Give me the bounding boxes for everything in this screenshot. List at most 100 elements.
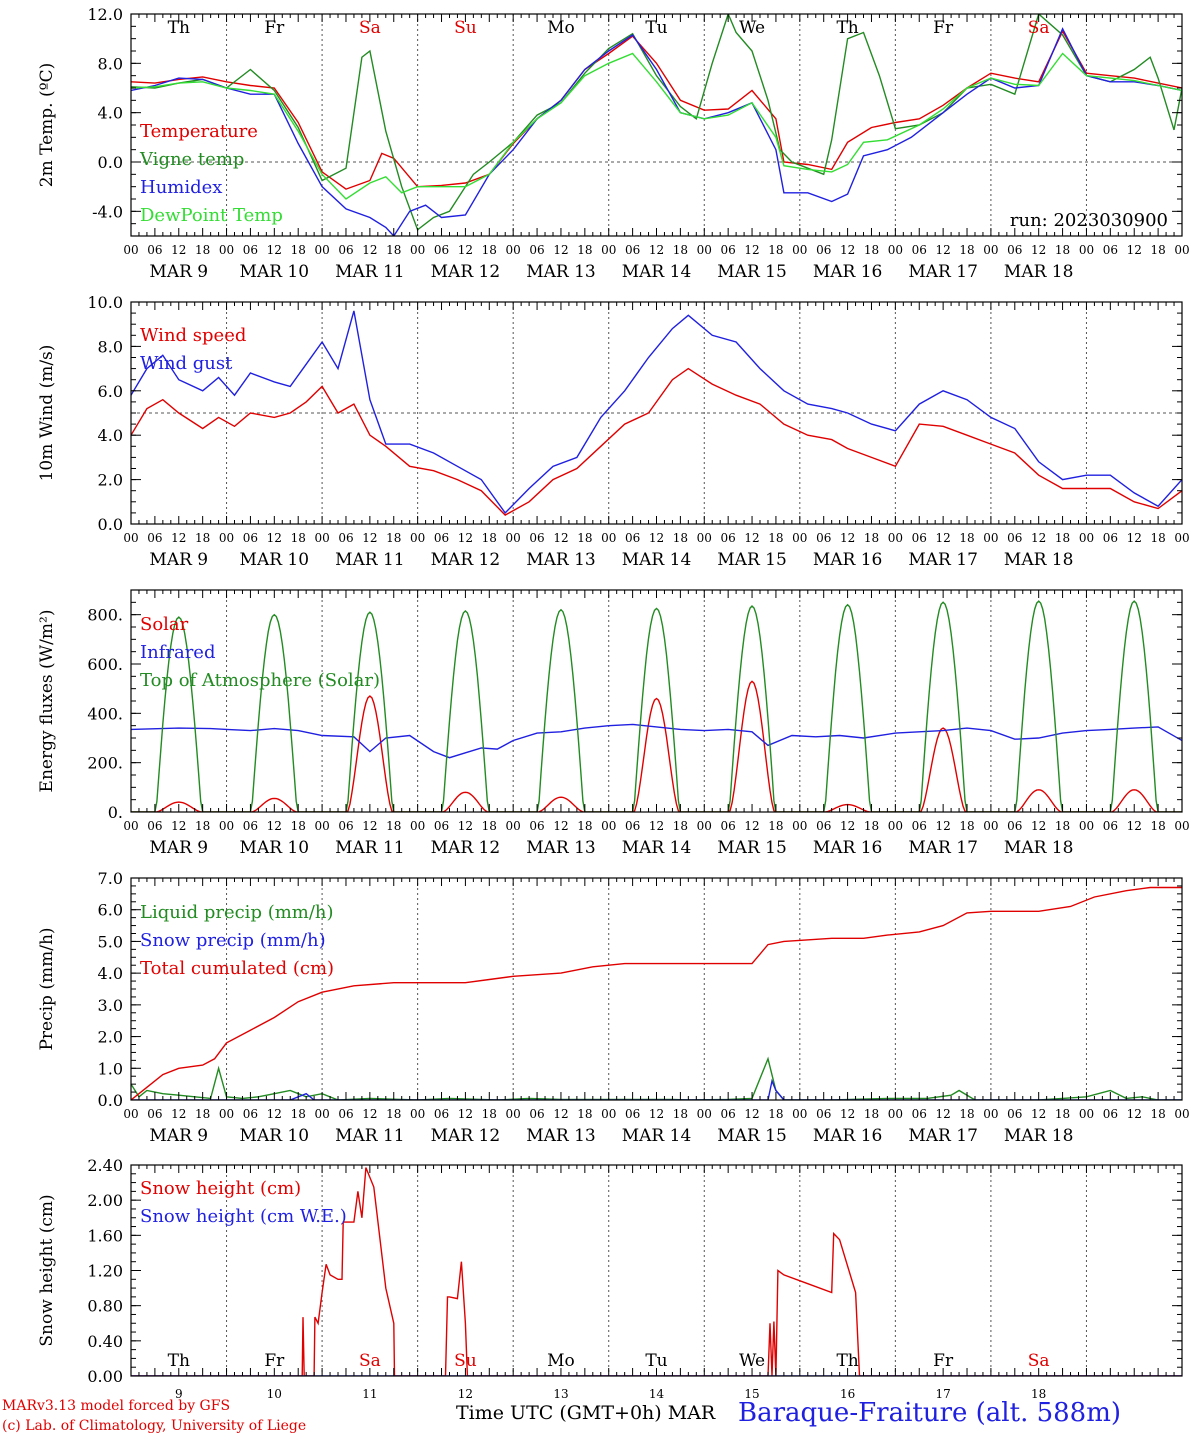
hour-tick-label: 06 [721, 819, 736, 833]
hour-tick-label: 12 [362, 243, 377, 257]
y-tick-label: 0.0 [98, 1091, 123, 1110]
hour-tick-label: 00 [314, 243, 329, 257]
weekday-label-top: Mo [547, 18, 575, 38]
hour-tick-label: 00 [601, 243, 616, 257]
day-number-label: 16 [840, 1387, 855, 1401]
hour-tick-label: 06 [1103, 531, 1118, 545]
hour-tick-label: 00 [1079, 1107, 1094, 1121]
date-label: MAR 18 [1004, 550, 1074, 570]
hour-tick-label: 00 [888, 243, 903, 257]
hour-tick-label: 18 [482, 1107, 497, 1121]
hour-tick-label: 12 [1031, 243, 1046, 257]
month-label: MAR [667, 1402, 716, 1424]
hour-tick-label: 12 [458, 1107, 473, 1121]
x-axis-title: Time UTC (GMT+0h) MAR [456, 1402, 715, 1424]
credit-line-lab: (c) Lab. of Climatology, University of L… [2, 1418, 307, 1434]
hour-tick-label: 18 [959, 819, 974, 833]
hour-tick-label: 00 [983, 1107, 998, 1121]
hour-tick-label: 12 [267, 819, 282, 833]
hour-tick-label: 06 [816, 243, 831, 257]
hour-tick-label: 06 [721, 1107, 736, 1121]
run-label: run: 2023030900 [1010, 210, 1168, 231]
legend-entry-2: Snow precip (mm/h) [140, 930, 326, 951]
hour-tick-label: 06 [529, 1107, 544, 1121]
y-tick-label: 2.40 [87, 1156, 123, 1175]
hour-tick-label: 00 [792, 243, 807, 257]
y-tick-label: 2.0 [98, 471, 123, 490]
hour-tick-label: 00 [123, 819, 138, 833]
date-label: MAR 12 [431, 838, 501, 858]
hour-tick-label: 06 [625, 531, 640, 545]
hour-tick-label: 12 [1031, 1107, 1046, 1121]
day-number-label: 15 [744, 1387, 759, 1401]
y-tick-label: -4.0 [92, 202, 123, 221]
date-label: MAR 9 [149, 1126, 208, 1146]
hour-tick-label: 18 [673, 819, 688, 833]
hour-tick-label: 06 [338, 819, 353, 833]
day-number-label: 17 [935, 1387, 950, 1401]
legend-entry-2: Snow height (cm W.E.) [140, 1206, 347, 1227]
day-number-label: 14 [649, 1387, 665, 1401]
y-tick-label: 6.0 [98, 901, 123, 920]
hour-tick-label: 00 [506, 243, 521, 257]
hour-tick-label: 18 [864, 243, 879, 257]
series-line-2 [131, 14, 1182, 231]
date-label: MAR 13 [526, 838, 596, 858]
y-tick-label: 8.0 [98, 337, 123, 356]
hour-tick-label: 18 [291, 243, 306, 257]
hour-tick-label: 12 [744, 819, 759, 833]
hour-tick-label: 00 [410, 531, 425, 545]
y-tick-label: 200. [87, 754, 123, 773]
hour-tick-label: 06 [338, 243, 353, 257]
y-tick-label: 1.0 [98, 1059, 123, 1078]
series-line-2 [131, 723, 1182, 759]
hour-tick-label: 12 [458, 243, 473, 257]
chart-panel-4: 0.0 1.0 2.0 3.0 4.0 5.0 6.0 7.0 Precip (mm/h) 00 0… [37, 869, 1190, 1146]
hour-tick-label: 06 [721, 243, 736, 257]
y-tick-label: 8.0 [98, 54, 123, 73]
legend-entry-4: DewPoint Temp [140, 205, 283, 226]
y-tick-label: 0.00 [87, 1367, 123, 1386]
hour-tick-label: 18 [482, 243, 497, 257]
station-location: Baraque-Fraiture (alt. 588m) [738, 1398, 1122, 1428]
y-tick-label: 0.0 [98, 515, 123, 534]
hour-tick-label: 12 [553, 819, 568, 833]
hour-tick-label: 18 [195, 819, 210, 833]
date-label: MAR 12 [431, 550, 501, 570]
hour-tick-label: 00 [1174, 1107, 1189, 1121]
hour-tick-label: 00 [1079, 531, 1094, 545]
weekday-label-bottom: Su [454, 1351, 477, 1371]
date-label: MAR 15 [717, 1126, 787, 1146]
hour-tick-label: 12 [935, 819, 950, 833]
hour-tick-label: 06 [434, 531, 449, 545]
hour-tick-label: 18 [482, 531, 497, 545]
hour-tick-label: 12 [1031, 531, 1046, 545]
date-label: MAR 13 [526, 550, 596, 570]
hour-tick-label: 12 [553, 243, 568, 257]
y-axis-label: Energy fluxes (W/m²) [37, 610, 57, 793]
hour-tick-label: 00 [314, 1107, 329, 1121]
hour-tick-label: 06 [434, 243, 449, 257]
hour-tick-label: 12 [840, 819, 855, 833]
y-tick-label: 400. [87, 704, 123, 723]
hour-tick-label: 06 [912, 531, 927, 545]
hour-tick-label: 00 [410, 819, 425, 833]
hour-tick-label: 00 [314, 531, 329, 545]
series-line-1 [131, 680, 1182, 812]
hour-tick-label: 06 [1007, 243, 1022, 257]
day-number-label: 13 [553, 1387, 568, 1401]
hour-tick-label: 12 [649, 531, 664, 545]
hour-tick-label: 00 [1079, 819, 1094, 833]
hour-tick-label: 18 [386, 1107, 401, 1121]
hour-tick-label: 00 [410, 1107, 425, 1121]
hour-tick-label: 06 [721, 531, 736, 545]
credit-line-model: MARv3.13 model forced by GFS [2, 1398, 231, 1414]
hour-tick-label: 12 [267, 1107, 282, 1121]
date-label: MAR 18 [1004, 262, 1074, 282]
hour-tick-label: 00 [1174, 819, 1189, 833]
hour-tick-label: 06 [529, 531, 544, 545]
hour-tick-label: 00 [123, 1107, 138, 1121]
hour-tick-label: 18 [673, 531, 688, 545]
hour-tick-label: 00 [697, 1107, 712, 1121]
hour-tick-label: 06 [243, 819, 258, 833]
